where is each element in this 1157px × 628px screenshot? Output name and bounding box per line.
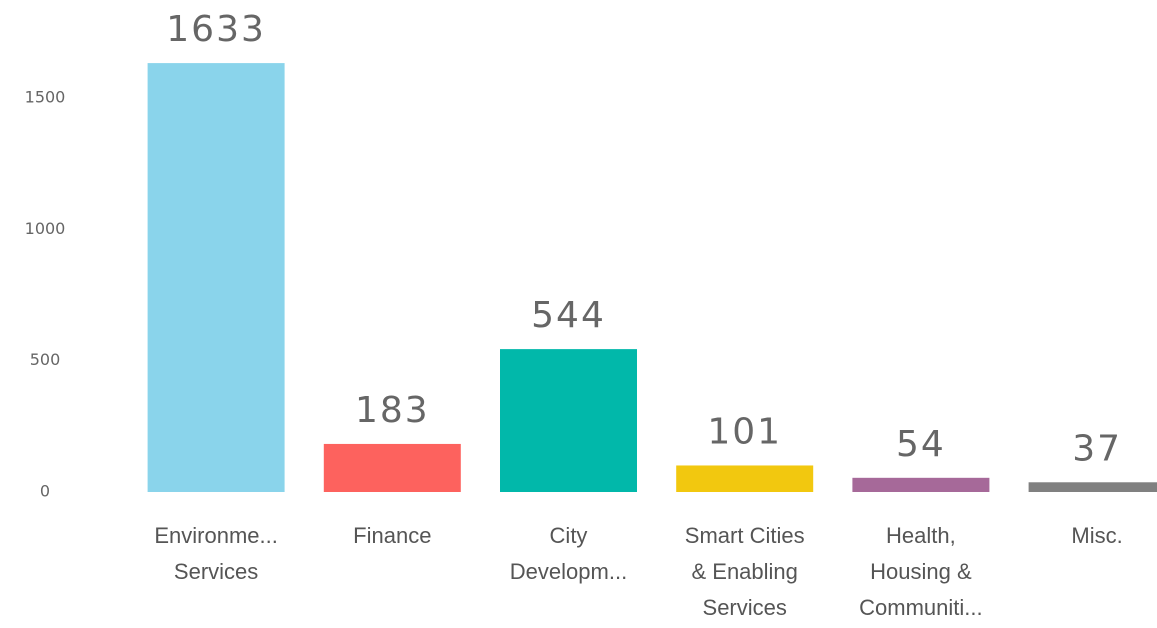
bar bbox=[676, 465, 814, 492]
x-tick-label: Misc. bbox=[1071, 523, 1122, 548]
x-tick-label: Developm... bbox=[510, 559, 627, 584]
x-tick-label: Communiti... bbox=[859, 595, 982, 620]
data-label: 1633 bbox=[166, 9, 266, 50]
data-label: 101 bbox=[707, 411, 782, 452]
x-tick-label: Services bbox=[703, 595, 787, 620]
bar bbox=[500, 349, 637, 492]
x-tick-label: City bbox=[550, 523, 588, 548]
x-tick-label: Finance bbox=[353, 523, 431, 548]
x-tick-label: & Enabling bbox=[691, 559, 797, 584]
data-label: 183 bbox=[355, 390, 430, 431]
y-tick-label: 0 bbox=[40, 482, 50, 501]
x-tick-label: Health, bbox=[886, 523, 956, 548]
x-tick-label: Housing & bbox=[870, 559, 972, 584]
bar bbox=[852, 477, 990, 492]
data-label: 54 bbox=[896, 424, 946, 465]
data-label: 37 bbox=[1072, 428, 1122, 469]
x-tick-label: Smart Cities bbox=[685, 523, 805, 548]
bar bbox=[323, 443, 461, 492]
y-tick-label: 1500 bbox=[25, 88, 66, 107]
bar bbox=[1028, 482, 1157, 492]
bar bbox=[147, 63, 285, 492]
x-tick-label: Environme... bbox=[154, 523, 278, 548]
y-tick-label: 1000 bbox=[25, 219, 66, 238]
x-tick-label: Services bbox=[174, 559, 258, 584]
data-label: 544 bbox=[531, 295, 606, 336]
y-tick-label: 500 bbox=[30, 350, 61, 369]
